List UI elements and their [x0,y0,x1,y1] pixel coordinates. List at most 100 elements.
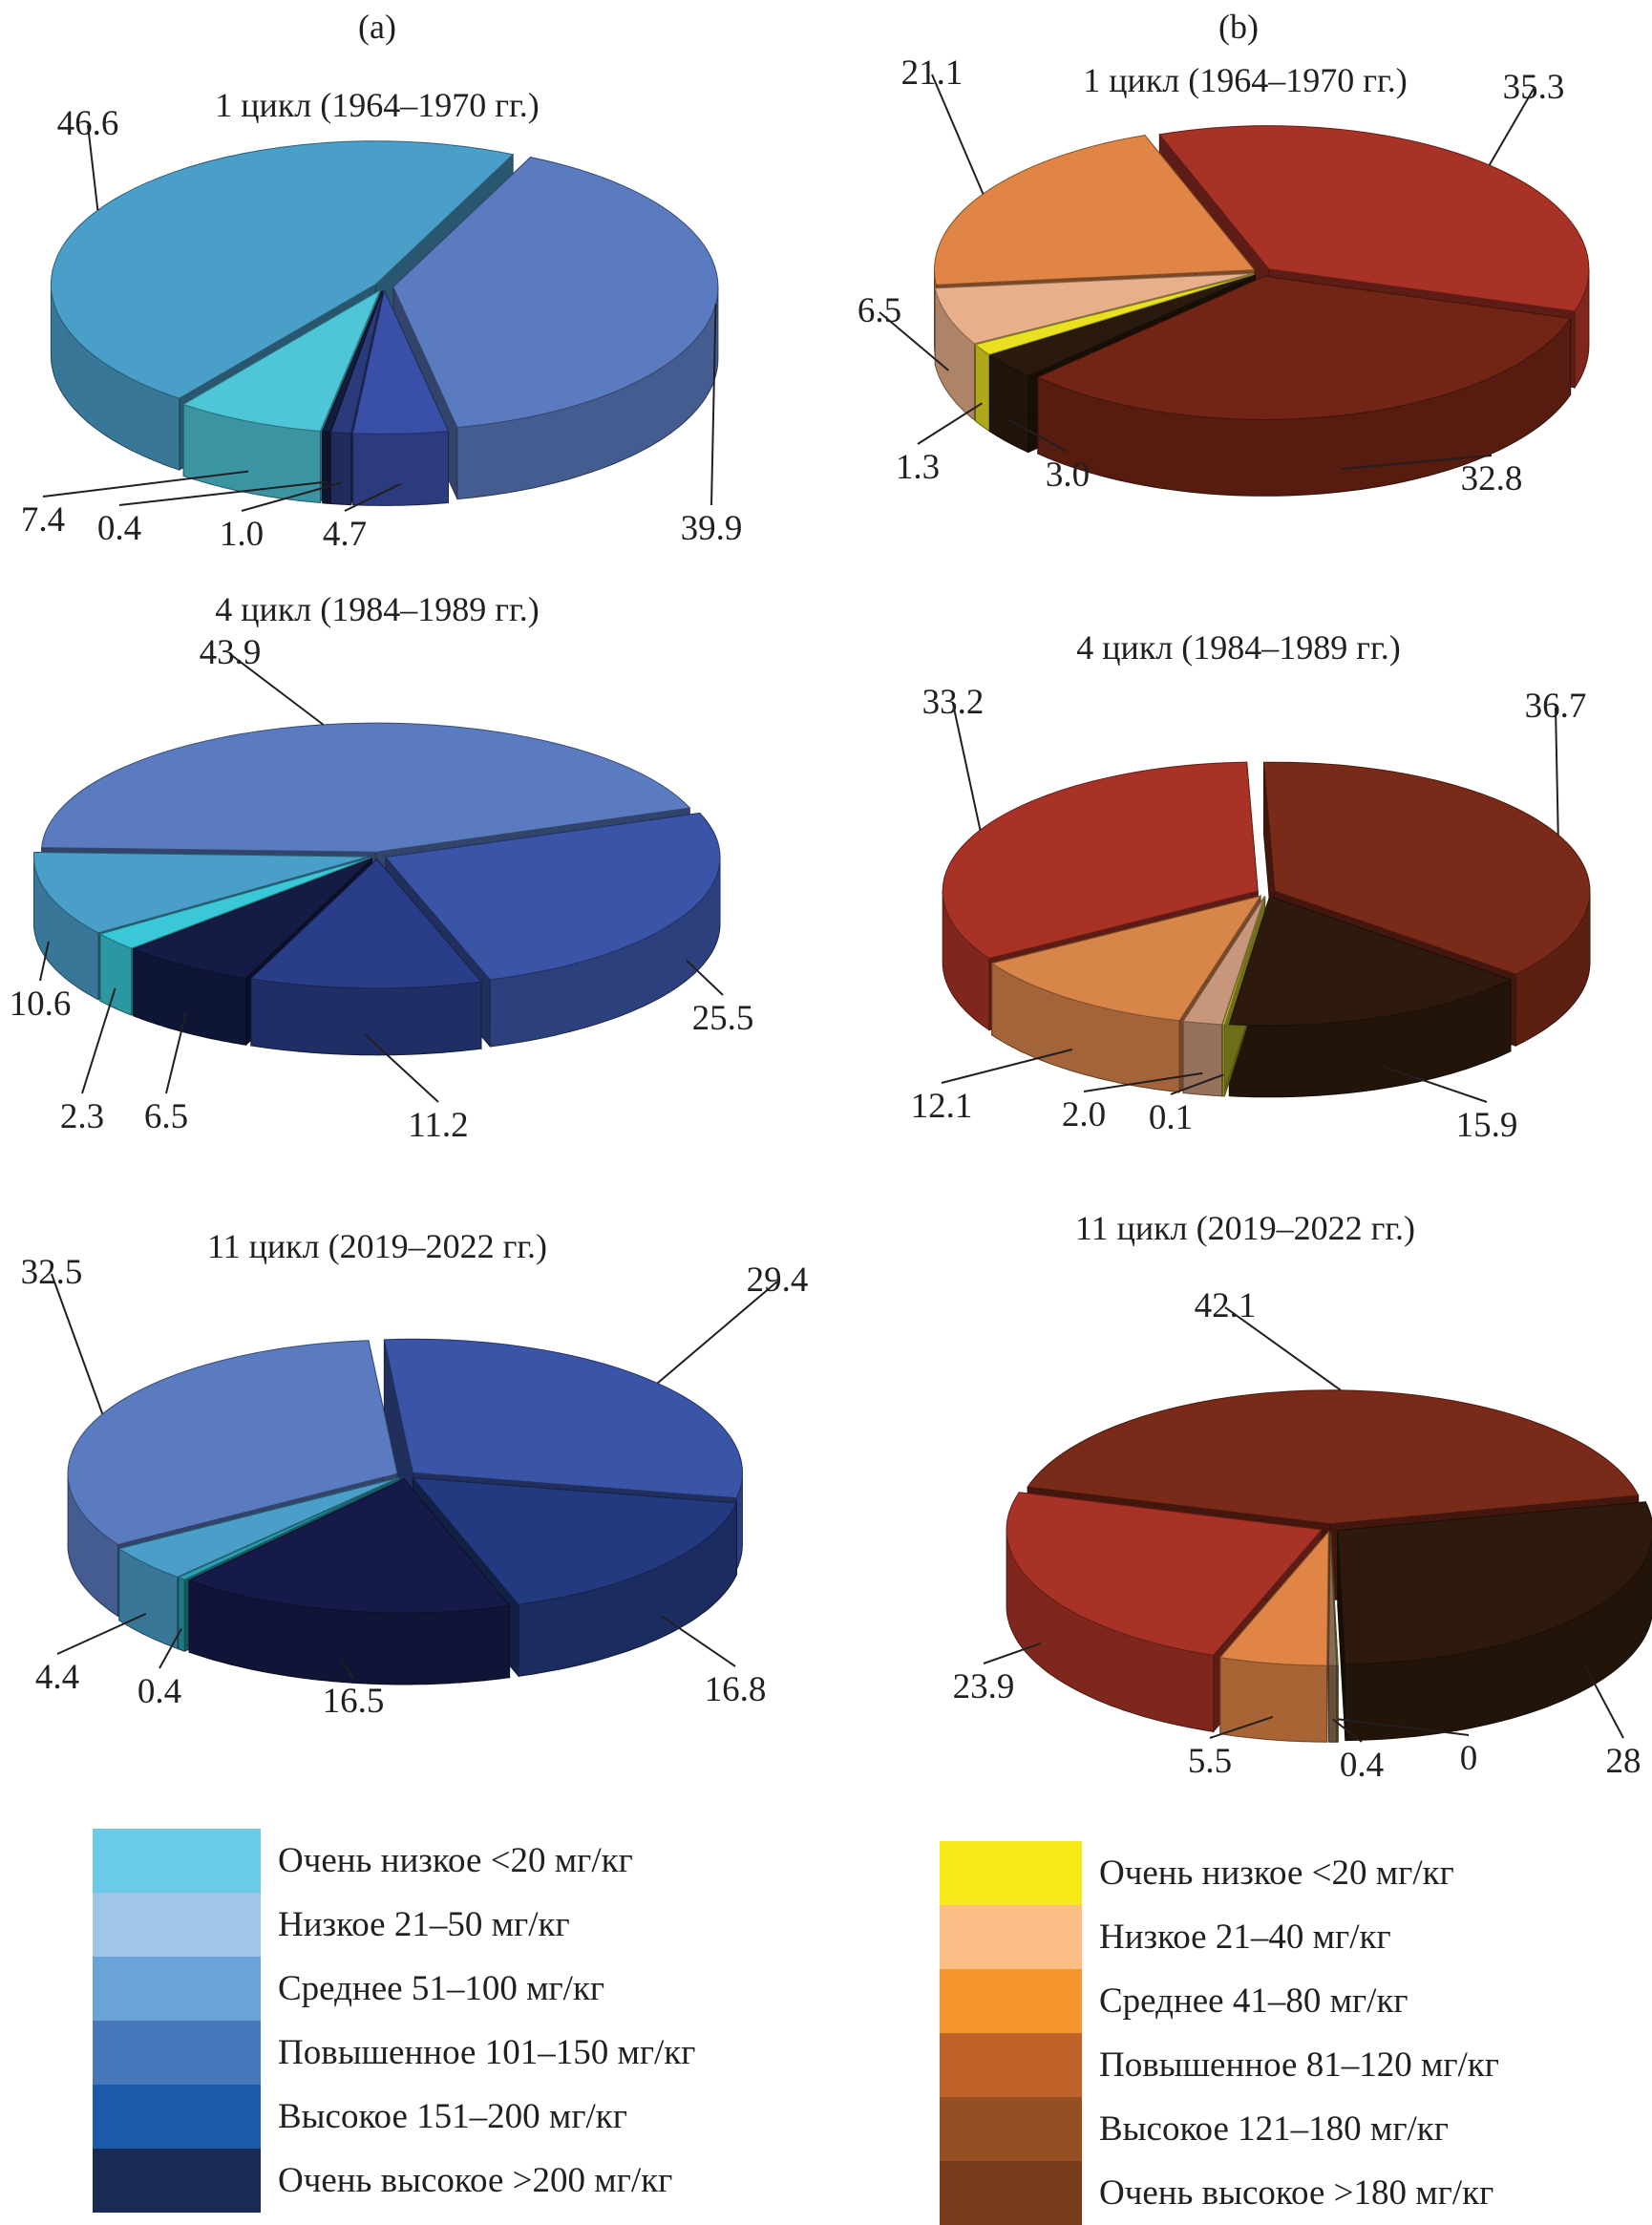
pie-slice [412,1477,738,1605]
pie-chart-4: 36.7 15.9 0.1 2.0 12.1 33.2 [911,683,1591,1145]
data-label: 2.3 [60,1097,104,1136]
pie-chart-2: 35.3 32.8 3.0 1.3 6.5 21.1 [858,53,1590,498]
legend-swatch [93,1829,261,1893]
data-label: 11.2 [408,1106,468,1145]
slice-outer-wall [322,431,331,504]
chart-title-b3: 11 цикл (2019–2022 гг.) [1075,1209,1415,1247]
chart-title-a3: 11 цикл (2019–2022 гг.) [207,1227,547,1265]
slice-outer-wall [352,430,449,506]
legend-item: Повышенное 101–150 мг/кг [93,2021,695,2085]
data-label: 39.9 [681,509,743,548]
leader-line [1083,1071,1203,1092]
data-label: 46.6 [57,104,119,143]
data-label: 42.1 [1195,1286,1257,1325]
leader-line [661,1615,736,1667]
data-label: 3.0 [1046,456,1090,495]
leader-line [1383,1066,1488,1103]
data-label: 0 [1460,1739,1478,1778]
legend-swatch [940,1841,1082,1905]
data-label: 4.7 [323,515,367,554]
legend-label: Высокое 121–180 мг/кг [1099,2109,1449,2149]
legend-label: Повышенное 101–150 мг/кг [278,2033,696,2072]
pie-labels: 35.3 32.8 3.0 1.3 6.5 21.1 [858,53,1565,498]
slice-outer-wall [1221,1024,1225,1097]
leader-line [656,1281,778,1385]
pie-tops [67,1338,743,1614]
pie-slice [990,895,1262,1022]
leader-line [941,1049,1073,1084]
leader-line [165,1012,187,1094]
pie-slice [1036,275,1572,420]
data-label: 15.9 [1456,1106,1518,1145]
legend-label: Низкое 21–50 мг/кг [278,1905,570,1944]
legend-item: Очень низкое <20 мг/кг [940,1841,1499,1905]
pie-slice [385,812,721,981]
pie-slice [51,140,515,399]
data-label: 0.1 [1149,1098,1193,1137]
pie-slice [32,852,369,934]
data-label: 16.5 [323,1682,385,1721]
legend-b: Очень низкое <20 мг/кг Низкое 21–40 мг/к… [940,1841,1499,2225]
pie-slice [98,858,371,949]
legend-item: Очень низкое <20 мг/кг [93,1829,695,1893]
pie-slice [1337,1501,1652,1665]
legend-label: Низкое 21–40 мг/кг [1099,1918,1391,1957]
data-label: 2.0 [1062,1095,1106,1134]
legend-label: Среднее 41–80 мг/кг [1099,1981,1408,2021]
slice-outer-wall [178,1576,185,1652]
legend-swatch [93,2085,261,2149]
leader-line [241,481,342,512]
leader-line [710,304,717,506]
leader-line [931,74,985,195]
pie-labels: 36.7 15.9 0.1 2.0 12.1 33.2 [911,683,1587,1145]
leader-line [56,1613,147,1655]
data-label: 35.3 [1503,68,1565,107]
pie-slice [177,1477,400,1580]
data-label: 36.7 [1525,687,1587,726]
leader-line [1555,707,1559,836]
pie-slice [392,157,719,429]
panel-b-label: (b) [1218,8,1259,46]
legend-a: Очень низкое <20 мг/кг Низкое 21–50 мг/к… [93,1829,695,2213]
slice-outer-wall [1327,1664,1338,1743]
data-label: 32.5 [21,1253,83,1292]
pie-labels: 42.1 28 0 0.4 5.5 23.9 [953,1286,1641,1785]
leader-line [229,653,325,726]
leader-line [952,703,982,831]
legend-swatch [940,1905,1082,1969]
legend-swatch [940,1969,1082,2033]
pie-chart-1: 39.9 4.7 1.0 0.4 7.4 46.6 [21,104,743,554]
panel-a-label: (a) [358,8,396,46]
legend-swatch [93,2021,261,2085]
data-label: 25.5 [692,999,754,1038]
legend-swatch [93,1957,261,2021]
legend-item: Среднее 41–80 мг/кг [940,1969,1499,2033]
pie-labels: 39.9 4.7 1.0 0.4 7.4 46.6 [21,104,743,554]
legend-swatch [93,2149,261,2213]
legend-item: Высокое 121–180 мг/кг [940,2097,1499,2161]
legend-label: Очень высокое >200 мг/кг [278,2161,673,2200]
legend-label: Очень низкое <20 мг/кг [1099,1854,1454,1893]
data-label: 0.4 [1340,1746,1384,1785]
leader-line [1341,455,1493,470]
legend-item: Высокое 151–200 мг/кг [93,2085,695,2149]
pie-slice [181,288,381,433]
leader-line [39,941,50,982]
data-label: 6.5 [858,291,901,330]
pie-labels: 25.5 11.2 6.5 2.3 10.6 43.9 [10,633,754,1145]
pie-tops [934,125,1590,420]
data-label: 1.0 [220,515,264,554]
pie-slice [988,274,1256,377]
pie-tops [942,761,1591,1027]
pie-slice [1221,896,1266,1026]
data-label: 5.5 [1188,1742,1232,1781]
pie-slice [942,761,1259,960]
leader-line [1331,1718,1363,1743]
pie-slice [1262,761,1591,975]
leader-line [365,1034,439,1103]
legend-item: Повышенное 81–120 мг/кг [940,2033,1499,2097]
data-label: 12.1 [911,1087,973,1126]
pie-chart-3: 25.5 11.2 6.5 2.3 10.6 43.9 [10,633,754,1145]
leader-line [87,124,99,211]
